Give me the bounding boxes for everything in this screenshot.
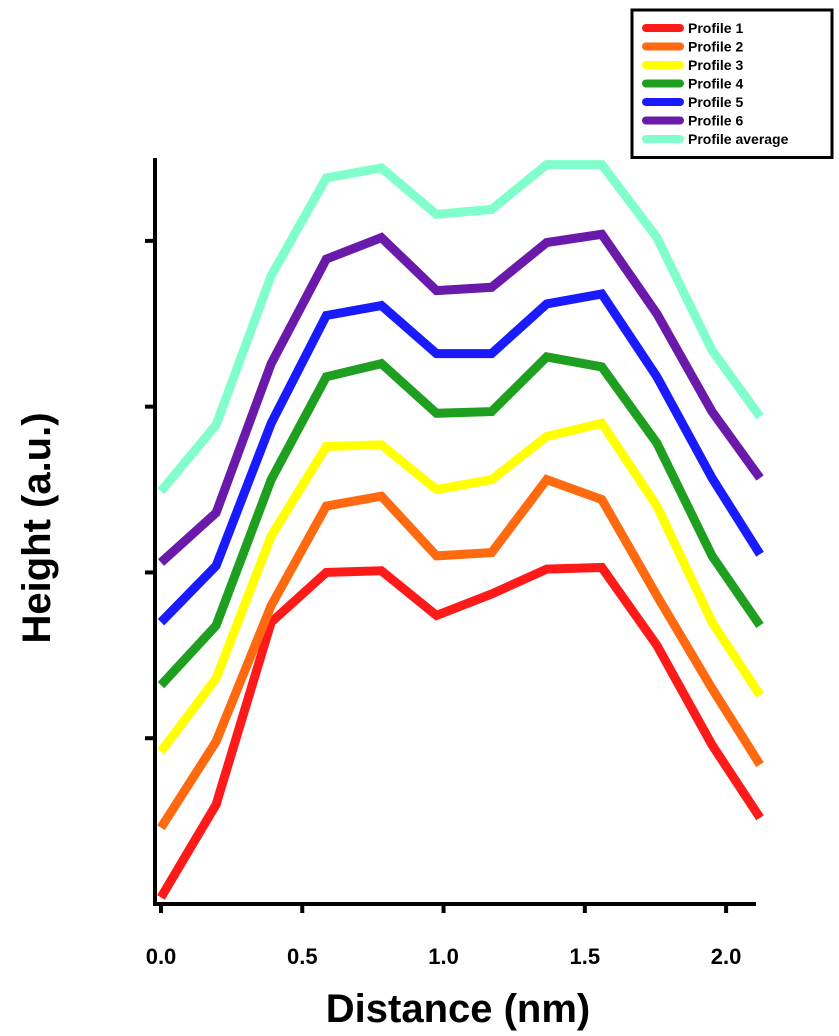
legend-label: Profile 6 (688, 113, 743, 129)
series-line-5 (157, 288, 764, 626)
legend-label: Profile average (688, 131, 789, 147)
legend: Profile 1 Profile 2 Profile 3 Profile 4 Prof… (630, 8, 834, 159)
x-tick-label: 2.0 (711, 944, 742, 969)
legend-label: Profile 2 (688, 39, 743, 55)
x-tick-label: 0.5 (287, 944, 318, 969)
x-tick-label: 1.0 (428, 944, 459, 969)
legend-label: Profile 1 (688, 20, 743, 36)
legend-label: Profile 3 (688, 57, 743, 73)
series-line-4 (157, 352, 764, 689)
series-line-2 (157, 474, 764, 831)
legend-label: Profile 4 (688, 76, 743, 92)
y-axis-title: Height (a.u.) (15, 412, 59, 643)
legend-label: Profile 5 (688, 94, 743, 110)
x-tick-label: 1.5 (570, 944, 601, 969)
series-line-6 (157, 229, 764, 566)
series-line-1 (157, 562, 764, 900)
x-axis-title: Distance (nm) (326, 987, 591, 1031)
series-layer (157, 160, 764, 900)
series-line-3 (157, 418, 764, 755)
x-tick-label: 0.0 (146, 944, 177, 969)
series-line-7 (157, 160, 764, 495)
ticks: 0.0 0.5 1.0 1.5 2.0 (145, 238, 742, 969)
